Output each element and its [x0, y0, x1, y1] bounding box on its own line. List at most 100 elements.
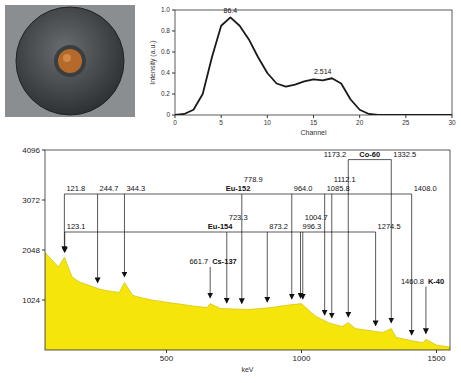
x-tick-label: 10: [264, 119, 272, 126]
peak-arrow: [425, 287, 426, 334]
spectrum-area: [45, 252, 450, 350]
nuclide-bracket: [65, 232, 376, 233]
peak-arrow: [64, 194, 65, 251]
x-tick-label: 1000: [293, 354, 311, 363]
nuclide-label: Eu-152: [226, 184, 251, 193]
plot-frame: [175, 10, 452, 115]
x-tick-label: 1500: [428, 354, 446, 363]
nuclide-label: Eu-154: [208, 222, 233, 231]
x-tick: [405, 115, 406, 118]
x-axis-title: Channel: [300, 129, 327, 136]
y-tick: [42, 250, 45, 251]
peak-label: 244.7: [100, 184, 119, 193]
y-tick: [172, 94, 175, 95]
y-tick-label: 0.4: [161, 69, 170, 76]
y-tick: [172, 31, 175, 32]
x-tick-label: 15: [310, 119, 318, 126]
y-tick: [42, 300, 45, 301]
nuclide-bracket: [348, 159, 391, 160]
figure: 05101520253000.20.40.60.81.086.42.514Cha…: [0, 0, 461, 383]
y-tick-label: 3072: [22, 196, 40, 205]
y-axis-title: Intensity (a.u.): [149, 40, 157, 84]
x-tick-label: 5: [219, 119, 223, 126]
disc-recess: [54, 45, 86, 77]
peak-label: 996.3: [303, 222, 322, 231]
peak-label: 661.7: [189, 257, 208, 266]
peak-label: 123.1: [67, 222, 86, 231]
peak-label: 344.3: [126, 184, 145, 193]
nuclide-label: K-40: [428, 277, 444, 286]
x-tick-label: 500: [160, 354, 174, 363]
peak-arrow: [226, 232, 227, 303]
y-tick-label: 1.0: [161, 6, 170, 13]
spectrum-chart: 500100015001024204830724096keVEu-152Eu-1…: [22, 146, 450, 373]
sample-disc: [16, 7, 124, 115]
y-tick: [172, 73, 175, 74]
x-tick: [301, 350, 302, 353]
disc-core: [58, 49, 82, 73]
x-tick: [166, 350, 167, 353]
y-tick-label: 4096: [22, 146, 40, 155]
peak-label: 1332.5: [393, 150, 416, 159]
x-tick-label: 25: [402, 119, 410, 126]
y-tick-label: 0.6: [161, 48, 170, 55]
peak-arrow: [210, 267, 211, 298]
peak-arrow: [300, 232, 301, 298]
plot-data: [45, 252, 450, 350]
photo-background: [5, 5, 135, 117]
peak-arrow: [411, 194, 412, 335]
peak-arrow: [64, 232, 65, 252]
x-tick: [221, 115, 222, 118]
x-tick-label: 30: [448, 119, 456, 126]
peak-label: 1460.8: [401, 277, 424, 286]
y-tick: [42, 200, 45, 201]
disc-core-highlight: [63, 54, 71, 62]
x-tick: [313, 115, 314, 118]
peak-arrow: [391, 160, 392, 323]
peak-arrow: [375, 232, 376, 325]
peak-arrow: [241, 194, 242, 303]
peak-arrow: [331, 194, 332, 318]
peak-label: 1112.1: [334, 175, 356, 184]
nuclide-label: Cs-137: [212, 257, 237, 266]
peak-arrow: [302, 232, 303, 299]
x-tick: [436, 350, 437, 353]
peak-arrow: [124, 194, 125, 277]
y-tick-label: 1024: [22, 296, 40, 305]
peak-label: 121.8: [66, 184, 85, 193]
x-tick-label: 20: [356, 119, 364, 126]
peak-label: 1408.0: [414, 184, 437, 193]
x-tick: [452, 115, 453, 118]
background: [0, 0, 461, 383]
y-tick-label: 0: [166, 111, 170, 118]
peak-annotation: 86.4: [224, 7, 238, 14]
plot-frame: [45, 150, 450, 350]
y-tick-label: 2048: [22, 246, 40, 255]
peak-label: 1085.8: [327, 184, 350, 193]
annotations: Eu-152 Eu-154 Cs-137 Co-60 K-40 121.8 244.7 344…: [64, 150, 444, 335]
x-tick: [267, 115, 268, 118]
peak-annotation: 2.514: [314, 68, 332, 75]
peak-label: 778.9: [244, 175, 263, 184]
nuclide-bracket: [64, 194, 411, 195]
line-chart: 05101520253000.20.40.60.81.086.42.514Cha…: [149, 6, 456, 136]
x-tick: [359, 115, 360, 118]
plot-data: [175, 17, 452, 115]
sample-photo: [5, 5, 135, 117]
x-tick-label: 0: [173, 119, 177, 126]
peak-arrow: [267, 232, 268, 302]
y-tick: [172, 115, 175, 116]
nuclide-label: Co-60: [359, 150, 380, 159]
peak-label: 1004.7: [305, 213, 328, 222]
y-tick: [172, 52, 175, 53]
y-tick: [42, 150, 45, 151]
y-tick: [172, 10, 175, 11]
peak-label: 1173.2: [324, 150, 346, 159]
peak-arrow: [97, 194, 98, 282]
x-axis-title: keV: [241, 366, 253, 373]
peak-label: 723.3: [229, 213, 248, 222]
y-tick-label: 0.2: [161, 90, 170, 97]
peak-label: 964.0: [294, 184, 313, 193]
peak-label: 873.2: [269, 222, 288, 231]
peak-label: 1274.5: [378, 222, 401, 231]
